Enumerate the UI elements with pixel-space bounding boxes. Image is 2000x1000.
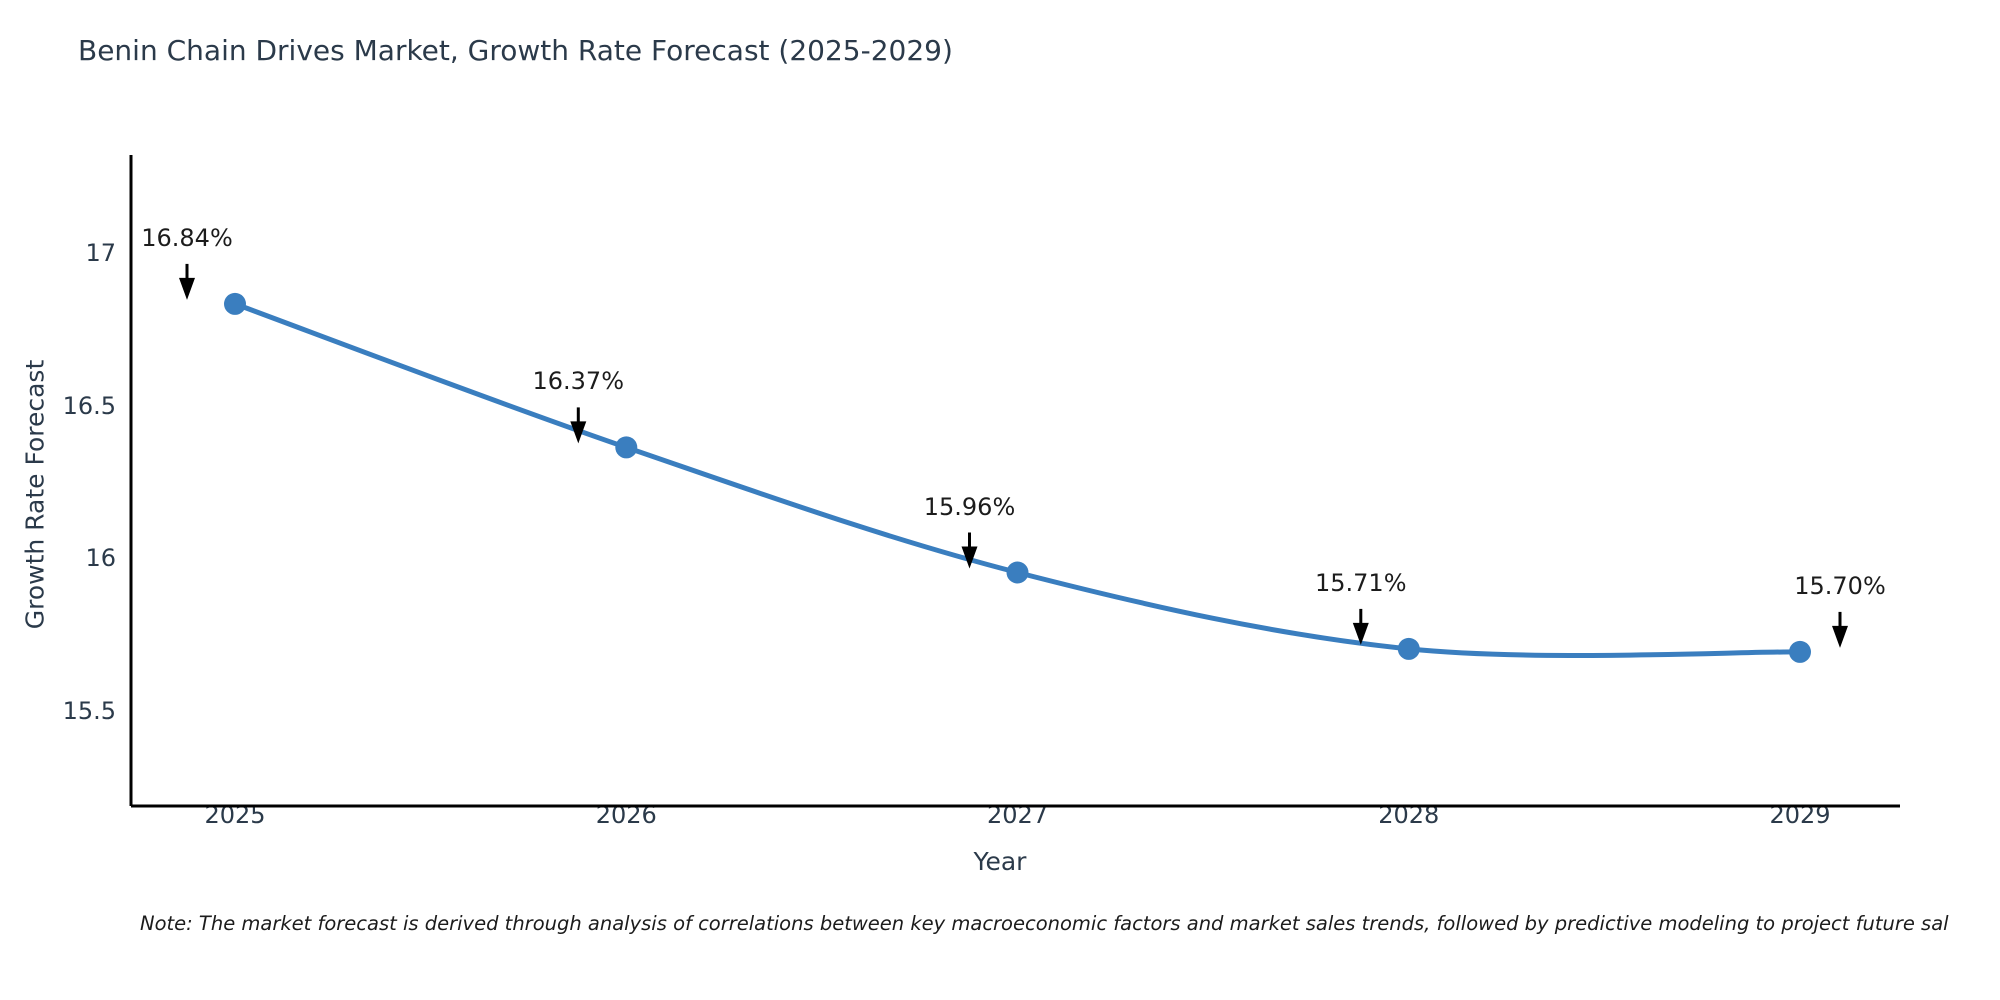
series-line-growth-rate-forecast [232, 301, 1803, 659]
data-point-marker-2028[interactable] [1397, 637, 1420, 660]
annotation-arrow-2025 [179, 263, 195, 300]
y-tick-label-16-5: 16.5 [62, 391, 116, 420]
y-tick-label-16: 16 [85, 544, 116, 573]
data-point-label-2027: 15.96% [923, 492, 1016, 521]
x-tick-label-2029: 2029 [1769, 801, 1831, 829]
annotation-arrow-2026 [570, 407, 587, 444]
data-point-marker-2025[interactable] [224, 292, 246, 315]
y-tick-label-15-5: 15.5 [62, 697, 116, 725]
x-tick-label-2027: 2027 [986, 801, 1049, 829]
chart-note: Note: The market forecast is derived thr… [140, 912, 1949, 935]
annotation-arrow-2028 [1352, 608, 1369, 645]
data-point-label-2025: 16.84% [141, 223, 233, 252]
data-point-label-2026: 16.37% [532, 367, 624, 396]
y-axis-title: Growth Rate Forecast [20, 359, 50, 630]
data-point-label-2029: 15.70% [1794, 571, 1886, 600]
y-tick-label-17: 17 [85, 239, 116, 267]
data-point-marker-2027[interactable] [1006, 561, 1029, 584]
x-tick-label-2026: 2026 [595, 801, 657, 829]
x-axis-title: Year [973, 847, 1027, 876]
data-point-label-2028: 15.71% [1314, 568, 1407, 597]
x-tick-label-2025: 2025 [204, 801, 266, 829]
x-tick-label-2028: 2028 [1378, 801, 1440, 829]
annotation-arrow-2029 [1832, 611, 1848, 648]
data-point-marker-2026[interactable] [615, 436, 638, 459]
chart-title: Benin Chain Drives Market, Growth Rate F… [78, 34, 953, 67]
annotation-arrow-2027 [961, 532, 978, 569]
data-point-marker-2029[interactable] [1789, 640, 1811, 663]
